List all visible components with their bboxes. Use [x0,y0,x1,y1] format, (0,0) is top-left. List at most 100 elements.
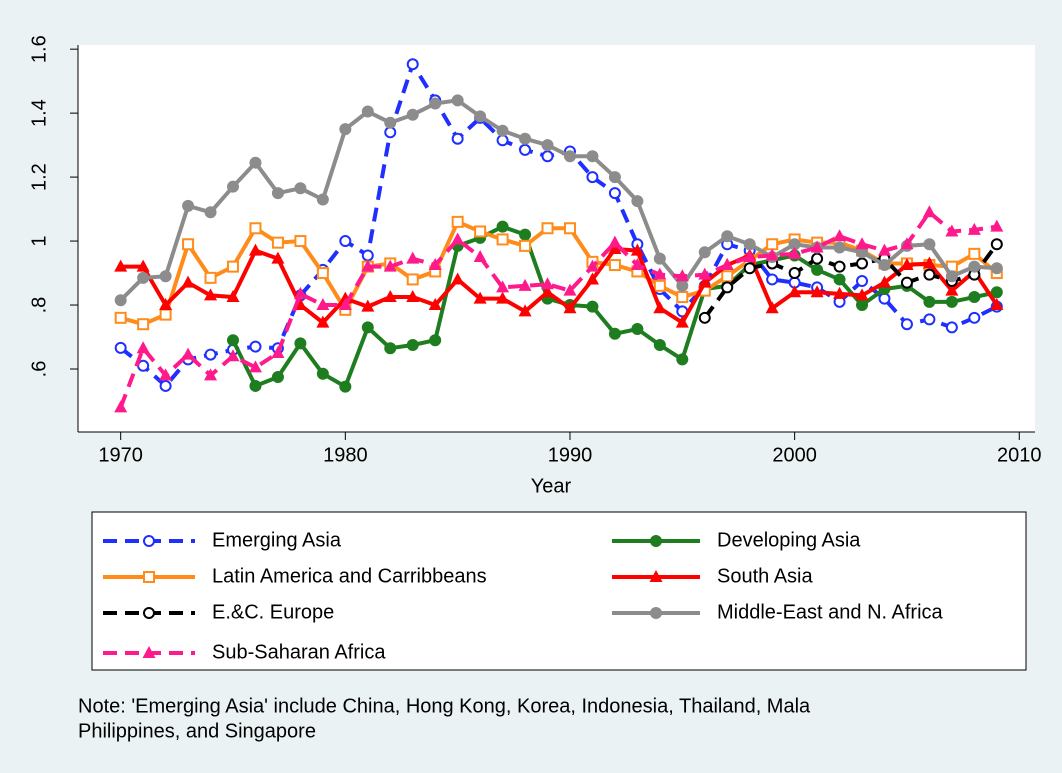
marker [519,239,532,252]
marker [204,271,217,284]
marker [518,304,532,317]
marker [316,298,330,311]
series-line [118,210,998,409]
marker [968,311,981,324]
marker [226,290,240,303]
marker [204,348,217,361]
marker [137,318,150,331]
marker [900,318,913,331]
marker [878,292,891,305]
marker [968,247,981,260]
marker [339,380,352,393]
y-tick-label: 1.4 [28,99,50,127]
marker [877,243,891,256]
marker [608,171,621,184]
marker [519,228,532,241]
marker [204,368,218,381]
marker [833,286,847,299]
marker [451,232,465,245]
marker [631,195,644,208]
marker [721,270,734,283]
marker [159,379,172,392]
marker [855,288,869,301]
legend-label: Middle-East and N. Africa [717,601,944,623]
marker [361,105,374,118]
marker [271,187,284,200]
marker [945,283,959,296]
marker [428,258,442,271]
y-tick-label: .8 [28,297,50,314]
marker [608,187,621,200]
marker [541,150,554,163]
marker [474,110,487,123]
x-axis-label: Year [531,475,572,497]
marker [384,116,397,129]
marker [361,249,374,262]
marker [833,229,847,242]
marker [922,205,936,218]
marker [630,258,644,271]
marker [204,206,217,219]
marker [143,607,155,619]
marker [766,273,779,286]
marker [496,233,509,246]
marker [361,299,375,312]
marker [114,294,127,307]
series-line [119,98,997,302]
marker [766,238,779,251]
marker [923,238,936,251]
legend-label: South Asia [717,565,814,587]
marker [451,272,465,285]
marker [451,94,464,107]
marker [316,315,330,328]
marker [698,246,711,259]
marker [249,379,262,392]
marker [429,334,442,347]
marker [743,262,756,275]
x-tick-label: 1980 [323,444,368,466]
marker [383,290,397,303]
marker [721,281,734,294]
y-tick-label: 1 [28,235,50,246]
marker [114,400,128,413]
marker [136,259,150,272]
marker [227,334,240,347]
marker [293,286,307,299]
marker [878,259,891,272]
y-tick-label: 1.2 [28,163,50,191]
marker [159,298,173,311]
marker [765,301,779,314]
marker [586,300,599,313]
marker [900,258,914,271]
marker [649,570,663,582]
marker [990,286,1003,299]
marker [429,97,442,110]
legend-label: Emerging Asia [212,529,342,551]
marker [586,171,599,184]
marker [518,278,532,291]
marker [698,275,712,288]
marker [945,270,958,283]
legend-box [91,511,1027,671]
marker [563,222,576,235]
marker [249,340,262,353]
marker [586,150,599,163]
marker [877,275,891,288]
marker [811,263,824,276]
marker [473,250,487,263]
marker [316,367,329,380]
marker [406,58,419,71]
marker [339,123,352,136]
marker [136,341,150,354]
y-tick-label: .6 [28,361,50,378]
marker [856,275,869,288]
marker [338,298,352,311]
marker [720,258,734,271]
marker [249,156,262,169]
marker [249,222,262,235]
marker [519,132,532,145]
marker [406,290,420,303]
marker [923,295,936,308]
